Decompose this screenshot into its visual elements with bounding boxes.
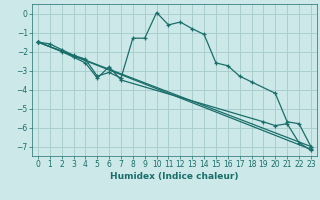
X-axis label: Humidex (Indice chaleur): Humidex (Indice chaleur) — [110, 172, 239, 181]
